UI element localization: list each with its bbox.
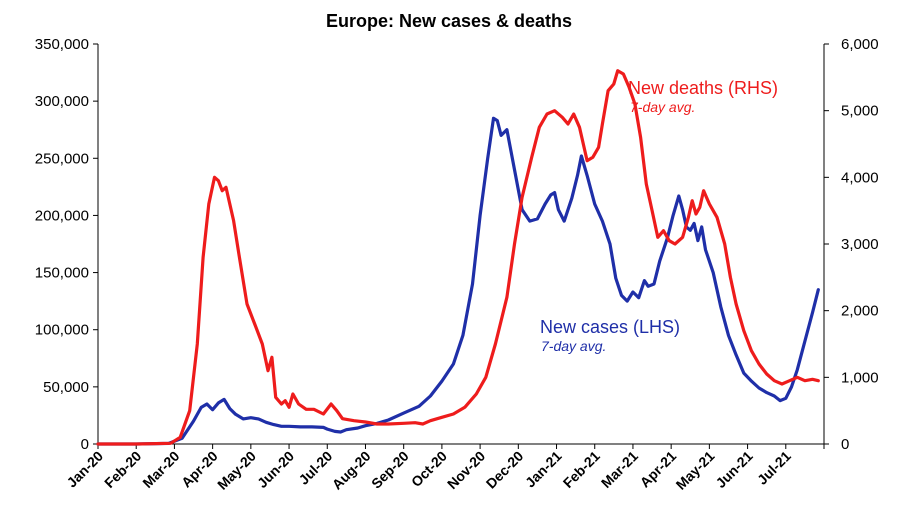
y-right-tick-label: 2,000 xyxy=(841,303,879,320)
deaths-series-sublabel: 7-day avg. xyxy=(630,99,695,115)
x-tick-label: Feb-21 xyxy=(560,448,603,491)
x-tick-label: Jan-20 xyxy=(63,448,106,491)
cases-series-sublabel: 7-day avg. xyxy=(541,338,606,354)
y-right-tick-label: 4,000 xyxy=(841,169,879,186)
chart-title: Europe: New cases & deaths xyxy=(326,11,572,31)
x-tick-label: Jul-21 xyxy=(754,448,794,488)
series-layer xyxy=(96,69,820,446)
deaths-series-label: New deaths (RHS) xyxy=(628,78,778,98)
x-tick-label: May-21 xyxy=(673,448,718,493)
x-tick-label: Aug-20 xyxy=(329,448,374,493)
x-tick-label: Sep-20 xyxy=(368,448,412,492)
y-right-tick-label: 1,000 xyxy=(841,369,879,386)
x-tick-label: Nov-20 xyxy=(444,448,488,492)
x-tick-label: Mar-20 xyxy=(139,448,182,491)
y-right-tick-label: 5,000 xyxy=(841,103,879,120)
y-left-tick-label: 0 xyxy=(81,436,89,453)
cases-series-label: New cases (LHS) xyxy=(540,317,680,337)
x-tick-label: Oct-20 xyxy=(408,448,450,490)
x-tick-label: Jun-20 xyxy=(254,448,297,491)
y-left-tick-label: 100,000 xyxy=(35,322,89,339)
x-tick-label: Mar-21 xyxy=(598,448,641,491)
x-tick-label: Jun-21 xyxy=(712,448,755,491)
y-left-tick-label: 200,000 xyxy=(35,207,89,224)
y-left-tick-label: 250,000 xyxy=(35,150,89,167)
x-tick-label: Apr-21 xyxy=(637,448,680,491)
x-tick-label: Jan-21 xyxy=(522,448,565,491)
y-right-tick-label: 6,000 xyxy=(841,36,879,53)
y-left-tick-label: 300,000 xyxy=(35,93,89,110)
y-axis-right: 0 1,000 2,000 3,000 4,000 5,000 6,000 xyxy=(824,36,879,453)
y-left-tick-label: 150,000 xyxy=(35,265,89,282)
x-tick-label: Feb-20 xyxy=(101,448,144,491)
x-tick-label: Apr-20 xyxy=(178,448,221,491)
y-left-tick-label: 50,000 xyxy=(43,379,89,396)
y-axis-left: 0 50,000 100,000 150,000 200,000 250,000 300,0… xyxy=(35,36,98,453)
y-left-tick-label: 350,000 xyxy=(35,36,89,53)
x-tick-label: May-20 xyxy=(214,448,259,493)
new-cases-line xyxy=(96,116,820,446)
y-right-tick-label: 3,000 xyxy=(841,236,879,253)
new-deaths-line xyxy=(96,69,820,446)
x-tick-label: Dec-20 xyxy=(483,448,527,492)
y-right-tick-label: 0 xyxy=(841,436,849,453)
